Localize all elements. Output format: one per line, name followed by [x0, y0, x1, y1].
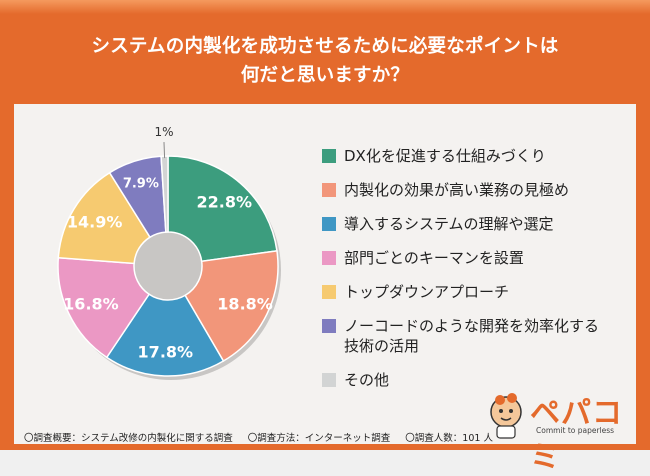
pepacomi-logo: ペパコミ Commit to paperless	[486, 386, 636, 475]
legend-label: ノーコードのような開発を効率化する	[344, 317, 600, 335]
slice-label-2: 17.8%	[138, 343, 194, 362]
legend-swatch	[322, 183, 336, 197]
legend-item-4: トップダウンアプローチ	[322, 282, 642, 302]
donut-chart: 22.8% 18.8% 17.8% 16.8% 14.9% 7.9% 1%	[57, 125, 281, 380]
pie-slice-4	[57, 171, 151, 265]
chart-legend: DX化を促進する仕組みづくり内製化の効果が高い業務の見極め 導入するシステムの理解…	[322, 146, 642, 404]
pie-slice-0	[167, 155, 278, 263]
frame-top-band	[0, 0, 650, 14]
pie-slice-6	[160, 155, 169, 233]
legend-swatch	[322, 251, 336, 265]
legend-item-6: その他	[322, 370, 642, 390]
slice-leader-line	[163, 142, 166, 159]
legend-item-1: 内製化の効果が高い業務の見極め	[322, 180, 642, 200]
legend-item-0: DX化を促進する仕組みづくり	[322, 146, 642, 166]
survey-footer: 〇調査概要：システム改修の内製化に関する調査 〇調査方法：インターネット調査 〇…	[24, 430, 505, 444]
legend-item-3: 部門ごとのキーマンを設置	[322, 248, 642, 268]
legend-label: 内製化の効果が高い業務の見極め	[344, 181, 570, 199]
legend-label: 部門ごとのキーマンを設置	[344, 249, 524, 267]
slice-label-6: 1%	[154, 125, 173, 139]
legend-label: その他	[344, 371, 390, 389]
legend-swatch	[322, 319, 336, 333]
title-line-1: システムの内製化を成功させるために必要なポイントは	[91, 36, 559, 57]
legend-item-5: ノーコードのような開発を効率化する 技術の活用	[322, 316, 642, 356]
slice-label-0: 22.8%	[196, 192, 252, 211]
title-line-2: 何だと思いますか？	[240, 65, 410, 86]
legend-label: 導入するシステムの理解や選定	[344, 215, 554, 233]
legend-swatch	[322, 217, 336, 231]
logo-tagline: Commit to paperless	[536, 426, 615, 435]
legend-label: 技術の活用	[344, 337, 420, 355]
legend-label: DX化を促進する仕組みづくり	[344, 147, 546, 165]
legend-swatch	[322, 285, 336, 299]
pie-slice-1	[184, 249, 279, 363]
legend-item-2: 導入するシステムの理解や選定	[322, 214, 642, 234]
legend-label: トップダウンアプローチ	[344, 283, 510, 301]
logo-mascot-icon	[490, 393, 522, 439]
survey-overview: 〇調査概要：システム改修の内製化に関する調査	[24, 433, 233, 444]
slice-label-1: 18.8%	[217, 294, 273, 313]
slice-label-4: 14.9%	[67, 213, 123, 232]
legend-swatch	[322, 149, 336, 163]
pie-slice-3	[57, 256, 151, 359]
title-banner: システムの内製化を成功させるために必要なポイントは 何だと思いますか？	[0, 20, 650, 102]
slice-label-5: 7.9%	[123, 177, 159, 192]
slice-label-3: 16.8%	[63, 294, 119, 313]
survey-respondents: 〇調査人数：101 人	[405, 433, 493, 444]
survey-method: 〇調査方法：インターネット調査	[247, 433, 391, 444]
legend-swatch	[322, 373, 336, 387]
